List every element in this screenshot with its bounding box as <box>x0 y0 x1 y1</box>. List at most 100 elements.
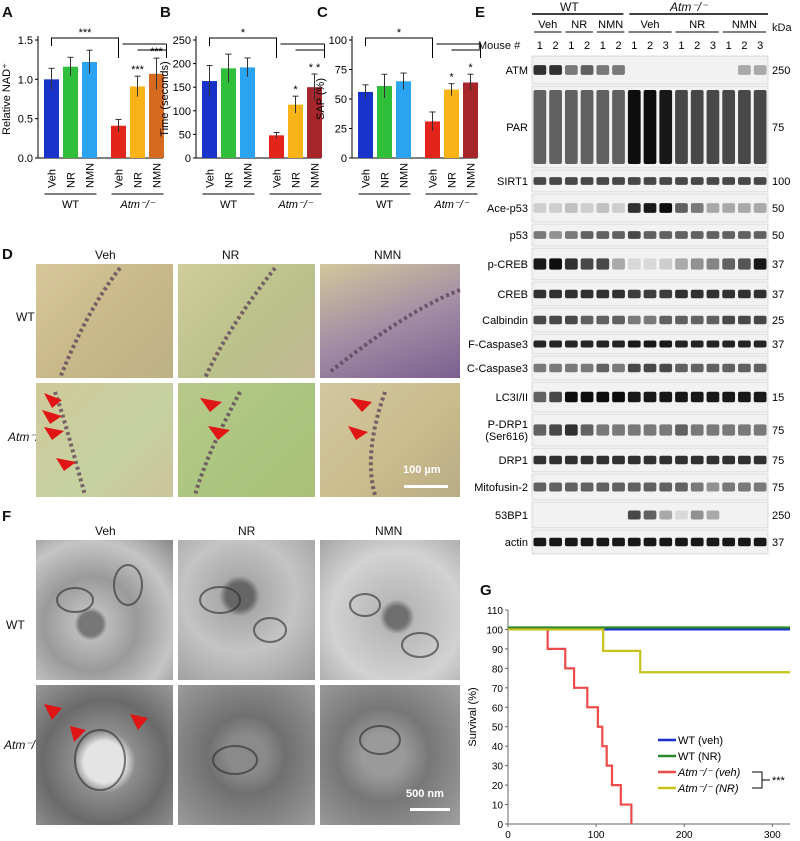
panel-d-col-nmn: NMN <box>374 248 402 262</box>
blot-band <box>690 391 704 403</box>
blot-band <box>643 482 657 492</box>
blot-band <box>580 90 594 164</box>
blot-band <box>627 289 641 299</box>
blot-row-label: actin <box>505 537 528 549</box>
series-line <box>508 628 790 674</box>
blot-mw-label: 25 <box>772 315 784 327</box>
y-tick-label: 90 <box>492 645 504 656</box>
blot-band <box>675 391 688 403</box>
blot-band <box>753 340 767 348</box>
y-tick-label: 60 <box>492 703 504 714</box>
blot-band <box>738 363 751 373</box>
blot-row-label: DRP1 <box>499 455 528 467</box>
blot-band <box>753 537 767 547</box>
lane-number: 3 <box>757 40 763 52</box>
blot-row-label: p-CREB <box>488 259 528 271</box>
blot-band <box>549 391 562 403</box>
y-tick-label: 80 <box>492 664 504 675</box>
blot-band <box>753 90 767 164</box>
blot-band <box>596 315 610 325</box>
blot-band <box>627 315 641 325</box>
blot-band <box>659 455 673 465</box>
legend-bracket <box>752 771 770 789</box>
blot-band <box>596 65 610 75</box>
panel-f-row-wt: WT <box>6 618 25 632</box>
blot-band <box>580 231 594 239</box>
blot-band <box>753 455 767 465</box>
blot-band <box>627 537 641 547</box>
blot-band <box>533 482 547 492</box>
blot-band <box>564 177 578 185</box>
blot-band <box>564 363 578 373</box>
blot-band <box>675 90 688 164</box>
blot-band <box>722 177 736 185</box>
blot-band <box>722 340 736 348</box>
group-label: Veh <box>641 19 660 31</box>
blot-band <box>690 424 704 436</box>
blot-band <box>549 315 562 325</box>
blot-band <box>612 482 625 492</box>
blot-band <box>675 203 688 213</box>
y-tick-label: 40 <box>492 742 504 753</box>
blot-band <box>643 315 657 325</box>
lane-number: 2 <box>615 40 621 52</box>
lane-number: 2 <box>647 40 653 52</box>
blot-band <box>564 65 578 75</box>
blot-band <box>549 537 562 547</box>
blot-band <box>533 537 547 547</box>
blot-band <box>675 363 688 373</box>
panel-c-letter: C <box>317 4 328 21</box>
blot-band <box>659 340 673 348</box>
blot-band <box>690 510 704 520</box>
blot-mw-label: 37 <box>772 259 784 271</box>
blot-band <box>659 315 673 325</box>
blot-band <box>675 289 688 299</box>
panel-e-letter: E <box>475 4 486 21</box>
blot-band <box>627 424 641 436</box>
blot-band <box>596 177 610 185</box>
blot-band <box>549 177 562 185</box>
blot-row-label: C-Caspase3 <box>467 363 528 375</box>
blot-band <box>627 177 641 185</box>
blot-band <box>753 289 767 299</box>
y-axis-label: Survival (%) <box>467 687 479 746</box>
blot-band <box>690 258 704 270</box>
blot-band <box>580 482 594 492</box>
blot-band <box>612 231 625 239</box>
y-tick-label: 10 <box>492 801 504 812</box>
y-tick-label: 100 <box>486 625 503 636</box>
legend-label: WT (NR) <box>678 751 721 763</box>
y-tick-label: 50 <box>492 723 504 734</box>
blot-mw-label: 50 <box>772 230 784 242</box>
blot-band <box>753 363 767 373</box>
panel-f-row-atm: Atm⁻/⁻ <box>4 738 42 752</box>
blot-band <box>549 289 562 299</box>
blot-band <box>659 537 673 547</box>
blot-band <box>596 424 610 436</box>
y-tick-label: 0 <box>497 820 503 831</box>
blot-band <box>596 231 610 239</box>
x-tick-label: 200 <box>676 830 693 841</box>
panel-f-col-nr: NR <box>238 524 256 538</box>
blot-band <box>533 315 547 325</box>
blot-band <box>627 455 641 465</box>
blot-band <box>564 455 578 465</box>
blot-band <box>722 363 736 373</box>
blot-band <box>564 315 578 325</box>
blot-row-label: Mitofusin-2 <box>474 482 528 494</box>
blot-band <box>612 315 625 325</box>
blot-band <box>738 177 751 185</box>
blot-band <box>722 203 736 213</box>
scalebar-d <box>404 485 448 488</box>
y-tick-label: 110 <box>487 606 503 617</box>
blot-band <box>596 289 610 299</box>
lane-number: 1 <box>537 40 543 52</box>
group-label: NMN <box>598 19 623 31</box>
blot-band <box>690 231 704 239</box>
blot-band <box>564 537 578 547</box>
blot-band <box>564 340 578 348</box>
blot-band <box>564 289 578 299</box>
blot-band <box>753 424 767 436</box>
blot-band <box>627 391 641 403</box>
